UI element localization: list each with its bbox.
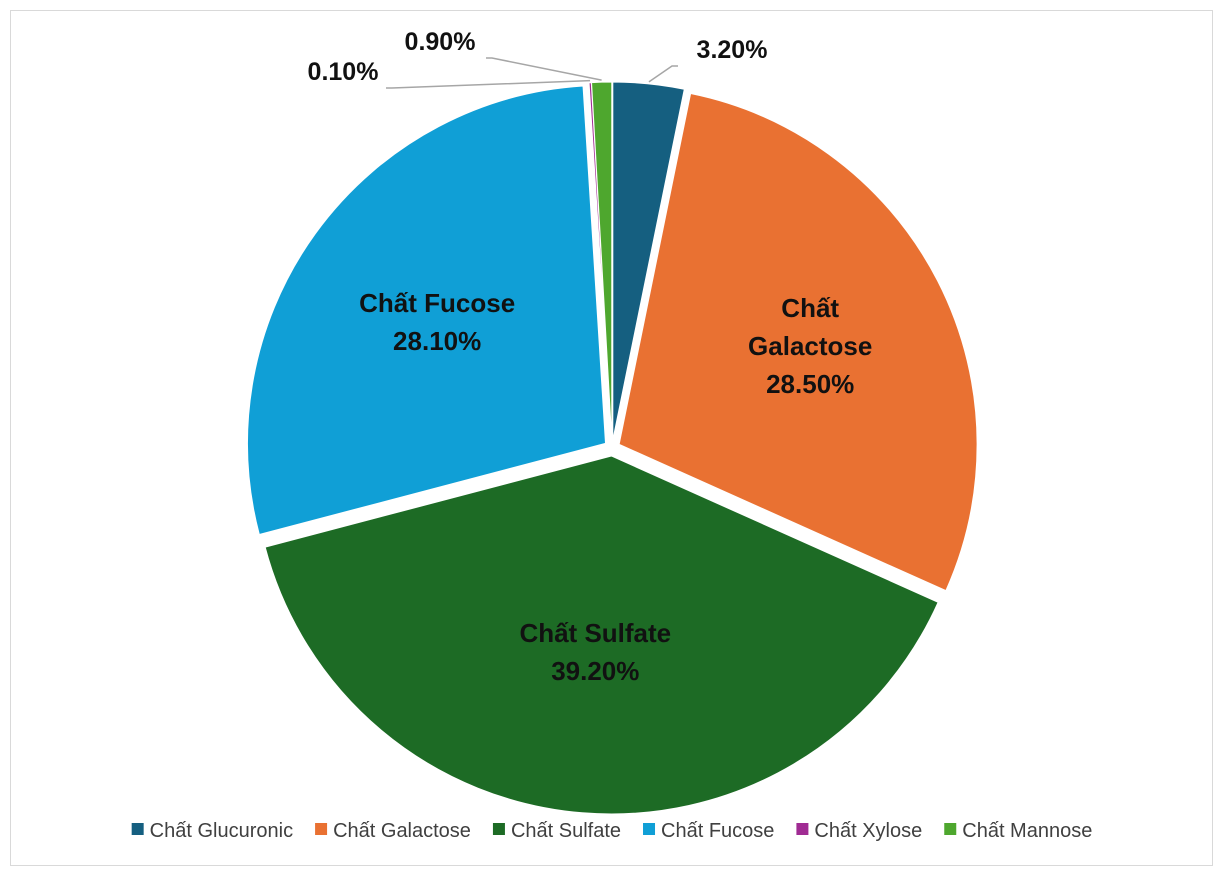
legend-label-chat-galactose: Chất Galactose bbox=[333, 820, 471, 842]
legend-item-chat-galactose: Chất Galactose bbox=[315, 820, 471, 842]
data-labels-layer: 3.20% Chất Galactose 28.50% Chất Sulfate 39.2… bbox=[308, 28, 873, 686]
pie-slice-chat-glucuronic bbox=[612, 81, 685, 441]
data-label-chat-galactose-line-1: Chất bbox=[781, 293, 839, 323]
pie-slice-chat-sulfate bbox=[264, 455, 939, 815]
legend-item-chat-glucuronic: Chất Glucuronic bbox=[131, 820, 293, 842]
legend-label-chat-fucose: Chất Fucose bbox=[661, 820, 774, 842]
legend-swatch-chat-fucose bbox=[643, 823, 656, 835]
leader-line-chat-glucuronic bbox=[648, 65, 678, 83]
legend-label-chat-sulfate: Chất Sulfate bbox=[511, 820, 621, 842]
legend-swatch-chat-mannose bbox=[944, 823, 957, 835]
legend-label-chat-glucuronic: Chất Glucuronic bbox=[150, 820, 293, 842]
legend: Chất Glucuronic Chất Galactose Chất Sulfat… bbox=[131, 820, 1092, 842]
data-label-chat-fucose-line-1: Chất Fucose bbox=[359, 288, 515, 318]
data-label-chat-galactose-line-2: Galactose bbox=[748, 331, 872, 361]
pie-slice-chat-mannose bbox=[591, 81, 613, 441]
leader-line-chat-mannose bbox=[486, 57, 602, 81]
data-label-chat-galactose-line-3: 28.50% bbox=[766, 369, 854, 399]
data-label-chat-fucose-line-2: 28.10% bbox=[393, 326, 481, 356]
legend-label-chat-xylose: Chất Xylose bbox=[814, 820, 922, 842]
leader-lines-layer bbox=[386, 57, 678, 89]
legend-swatch-chat-xylose bbox=[796, 823, 809, 835]
data-label-chat-sulfate-line-1: Chất Sulfate bbox=[519, 618, 671, 648]
data-label-chat-xylose: 0.10% bbox=[308, 58, 379, 86]
pie-slice-chat-galactose bbox=[618, 92, 978, 592]
legend-item-chat-sulfate: Chất Sulfate bbox=[492, 820, 621, 842]
legend-item-chat-xylose: Chất Xylose bbox=[796, 820, 922, 842]
legend-swatch-chat-glucuronic bbox=[131, 823, 144, 835]
leader-line-chat-xylose bbox=[386, 79, 591, 89]
data-label-chat-glucuronic: 3.20% bbox=[697, 36, 768, 64]
data-label-chat-sulfate-line-2: 39.20% bbox=[551, 656, 639, 686]
legend-swatch-chat-sulfate bbox=[492, 823, 505, 835]
legend-item-chat-fucose: Chất Fucose bbox=[643, 820, 774, 842]
legend-label-chat-mannose: Chất Mannose bbox=[962, 820, 1092, 842]
data-label-chat-mannose: 0.90% bbox=[405, 28, 476, 56]
pie-slice-chat-fucose bbox=[247, 85, 607, 536]
slices-layer bbox=[247, 81, 978, 815]
legend-swatch-chat-galactose bbox=[315, 823, 328, 835]
legend-item-chat-mannose: Chất Mannose bbox=[944, 820, 1092, 842]
